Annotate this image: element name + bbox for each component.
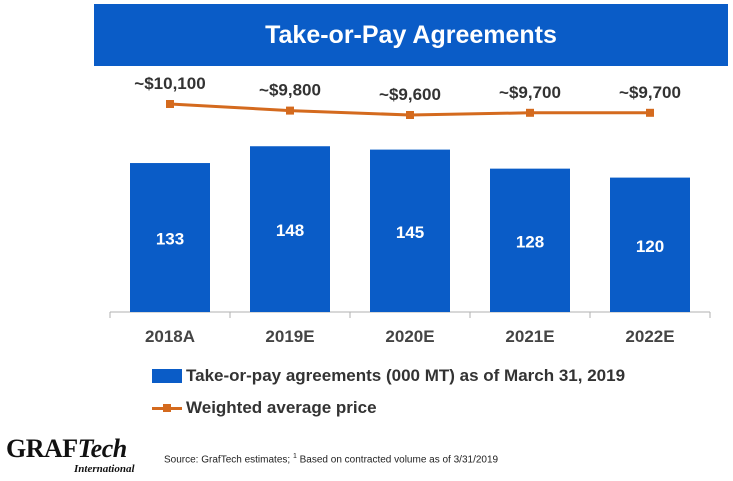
x-tick-label: 2020E (385, 327, 434, 346)
title-banner: Take-or-Pay Agreements (94, 4, 728, 66)
legend-bar-label: Take-or-pay agreements (000 MT) as of Ma… (186, 366, 626, 385)
bar-value-label: 133 (156, 230, 184, 249)
legend-bar-swatch (152, 369, 182, 383)
graftech-logo: GRAFTech International (6, 434, 148, 478)
price-label: ~$9,600 (379, 85, 441, 104)
bar-2022E (610, 177, 690, 312)
price-point (406, 111, 414, 119)
legend-line-label: Weighted average price (186, 398, 377, 417)
bar-2019E (250, 146, 330, 312)
legend-line-swatch (152, 401, 182, 415)
legend-item-line: Weighted average price (152, 398, 377, 418)
bar-value-label: 128 (516, 232, 544, 251)
chart-title: Take-or-Pay Agreements (265, 20, 557, 49)
x-tick-label: 2021E (505, 327, 554, 346)
price-point (526, 108, 534, 117)
price-point (166, 100, 174, 108)
price-label: ~$9,700 (499, 83, 561, 102)
x-tick-label: 2019E (265, 327, 314, 346)
bar-value-label: 145 (396, 223, 424, 242)
source-note: Source: GrafTech estimates; 1 Based on c… (164, 453, 499, 466)
logo-wordmark: GRAFTech (6, 434, 127, 463)
x-tick-label: 2018A (145, 327, 195, 346)
bar-2018A (130, 163, 210, 312)
price-label: ~$10,100 (134, 74, 205, 93)
bar-value-label: 148 (276, 221, 304, 240)
bar-2021E (490, 168, 570, 312)
price-label: ~$9,700 (619, 83, 681, 102)
bar-value-label: 120 (636, 237, 664, 256)
logo-subtitle: International (74, 463, 135, 475)
price-point (286, 106, 294, 115)
price-point (646, 108, 654, 117)
legend-item-bars: Take-or-pay agreements (000 MT) as of Ma… (152, 366, 625, 386)
bar-2020E (370, 149, 450, 312)
price-label: ~$9,800 (259, 81, 321, 100)
x-tick-label: 2022E (625, 327, 674, 346)
